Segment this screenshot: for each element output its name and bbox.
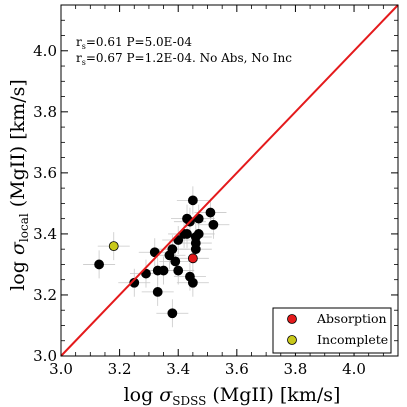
plot-frame xyxy=(60,4,399,357)
x-tick-label: 3.0 xyxy=(49,360,73,378)
y-tick-label: 4.0 xyxy=(33,42,57,60)
y-tick-label: 3.4 xyxy=(33,225,57,243)
data-point-sample xyxy=(158,265,169,276)
legend-label-incomplete: Incomplete xyxy=(317,332,388,347)
data-point-sample xyxy=(167,308,178,319)
data-point-sample xyxy=(187,277,198,288)
data-point-absorption xyxy=(187,253,198,264)
y-tick-label: 3.6 xyxy=(33,164,57,182)
y-tick-label: 3.8 xyxy=(33,103,57,121)
data-point-sample xyxy=(170,256,181,267)
data-point-sample xyxy=(190,244,201,255)
data-point-incomplete xyxy=(108,241,119,252)
points-layer xyxy=(83,186,230,328)
x-tick-label: 3.6 xyxy=(225,360,249,378)
annotation-correlation-all: rs=0.61 P=5.0E-04 xyxy=(76,35,192,51)
data-point-sample xyxy=(152,287,163,297)
data-point-sample xyxy=(94,259,104,270)
data-point-sample xyxy=(187,195,198,206)
one-to-one-line xyxy=(60,4,399,357)
x-tick-label: 3.8 xyxy=(284,360,308,378)
data-point-sample xyxy=(167,244,178,255)
data-point-sample xyxy=(208,219,219,230)
annotation-correlation-clean: rs=0.67 P=1.2E-04. No Abs, No Inc xyxy=(76,51,292,67)
data-point-sample xyxy=(182,229,192,239)
ticks-layer: 3.0 3.2 3.4 3.6 3.8 4.0 3.0 3.2 3.4 3.6 3.8 4.0 xyxy=(33,5,398,378)
data-point-sample xyxy=(173,265,184,276)
y-tick-label: 3.2 xyxy=(33,286,57,304)
x-axis-title: log σSDSS (MgII) [km/s] xyxy=(124,384,341,407)
data-point-sample xyxy=(129,277,140,288)
x-tick-label: 4.0 xyxy=(342,360,366,378)
y-axis-title: log σlocal (MgII) [km/s] xyxy=(7,79,31,291)
x-tick-label: 3.4 xyxy=(166,360,190,378)
data-point-sample xyxy=(205,207,216,218)
legend-marker-absorption xyxy=(287,314,297,324)
y-tick-label: 3.0 xyxy=(33,347,57,365)
legend-marker-incomplete xyxy=(287,335,297,345)
x-tick-label: 3.2 xyxy=(108,360,132,378)
legend: Absorption Incomplete xyxy=(272,307,392,354)
data-point-sample xyxy=(193,229,204,239)
legend-label-absorption: Absorption xyxy=(316,311,387,326)
